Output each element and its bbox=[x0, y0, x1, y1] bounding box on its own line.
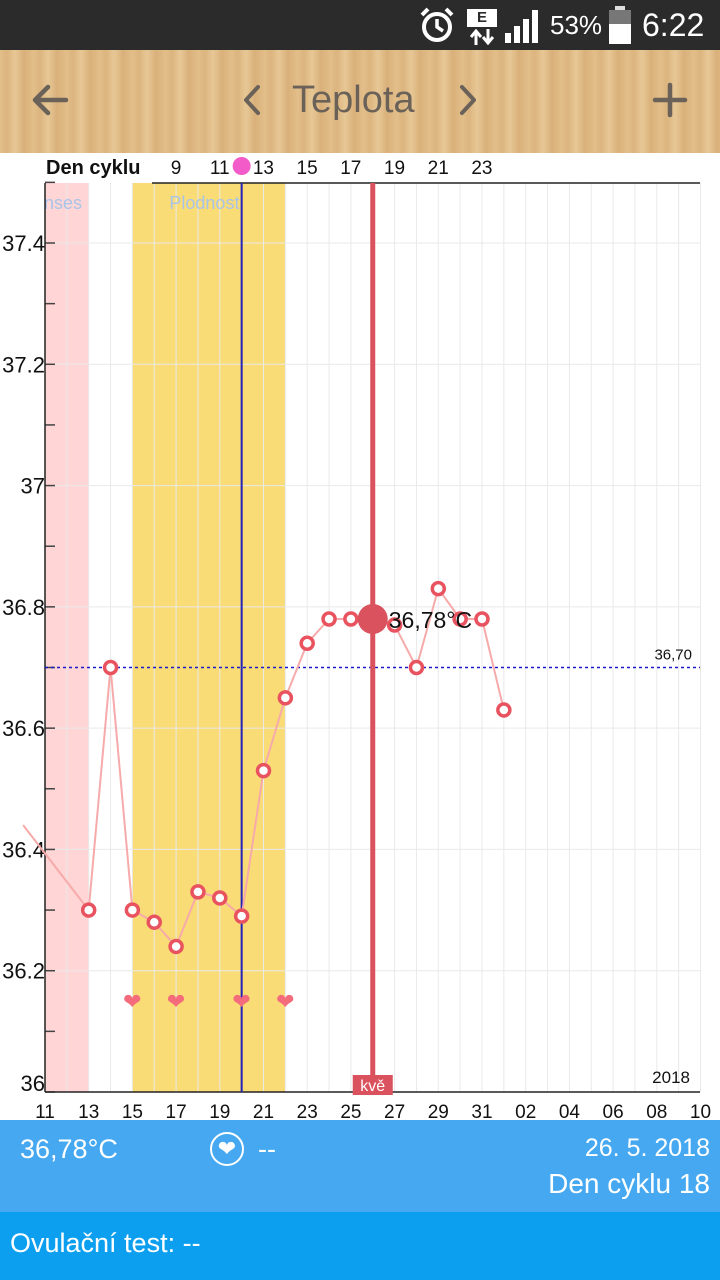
x-tick-label: 25 bbox=[340, 1102, 361, 1120]
x-tick-label: 21 bbox=[253, 1102, 274, 1120]
fertile-label: Plodnost bbox=[169, 193, 239, 213]
top-tick-label: 21 bbox=[428, 158, 449, 179]
x-tick-label: 27 bbox=[384, 1102, 405, 1120]
x-tick-label: 10 bbox=[690, 1102, 711, 1120]
x-tick-label: 15 bbox=[122, 1102, 143, 1120]
y-tick-label: 36.8 bbox=[2, 595, 45, 620]
y-tick-label: 37.4 bbox=[2, 231, 45, 256]
temperature-point bbox=[408, 659, 425, 676]
temperature-point bbox=[80, 902, 97, 918]
x-tick-label: 17 bbox=[166, 1102, 187, 1120]
heart-icon[interactable]: ❤ bbox=[210, 1132, 244, 1166]
prev-button[interactable] bbox=[232, 50, 272, 150]
y-tick-label: 37.2 bbox=[2, 352, 45, 377]
temperature-point bbox=[496, 702, 512, 718]
top-tick-label: 23 bbox=[471, 158, 492, 179]
heart-value: -- bbox=[258, 1134, 276, 1164]
signal-icon bbox=[504, 0, 544, 50]
heart-marker-icon: ❤ bbox=[276, 989, 294, 1014]
fertile-band bbox=[132, 183, 286, 1092]
temperature-point bbox=[452, 611, 468, 627]
year-label: 2018 bbox=[652, 1068, 690, 1087]
x-tick-label: 13 bbox=[78, 1102, 99, 1120]
x-tick-label: 06 bbox=[603, 1102, 624, 1120]
clock: 6:22 bbox=[642, 6, 705, 43]
temperature-chart[interactable]: nses Plodnost 36 36.2 36.4 36.6 36.8 37 37.2 37.4… bbox=[0, 153, 720, 1123]
top-tick-label: 11 bbox=[210, 158, 230, 179]
temperature-point bbox=[233, 908, 250, 924]
data-arrows-icon: E bbox=[466, 0, 498, 50]
heart-marker-icon: ❤ bbox=[232, 989, 250, 1014]
ovulation-test-bar[interactable]: Ovulační test: -- bbox=[0, 1212, 720, 1280]
x-tick-label: 31 bbox=[471, 1102, 492, 1120]
plus-icon bbox=[652, 82, 688, 118]
day-marker-label: kvě bbox=[360, 1078, 385, 1095]
battery-percent: 53% bbox=[550, 9, 603, 40]
ovulation-dot bbox=[232, 157, 251, 175]
temperature-point bbox=[321, 611, 337, 627]
add-button[interactable] bbox=[640, 50, 700, 150]
top-tick-label: 19 bbox=[384, 158, 405, 179]
temperature-point bbox=[277, 690, 294, 706]
temperature-point bbox=[190, 884, 206, 900]
heart-marker-icon: ❤ bbox=[123, 989, 141, 1014]
temperature-point bbox=[124, 902, 141, 918]
app-bar: Teplota bbox=[0, 50, 720, 156]
day-marker bbox=[352, 1075, 393, 1095]
page-title: Teplota bbox=[292, 79, 415, 121]
coverline-label: 36,70 bbox=[654, 647, 692, 664]
temperature-point bbox=[146, 914, 162, 930]
ovulation-test-value: -- bbox=[182, 1228, 201, 1258]
status-bar: E 53% 6:22 bbox=[0, 0, 720, 50]
y-tick-label: 36 bbox=[21, 1071, 45, 1096]
next-button[interactable] bbox=[448, 50, 488, 150]
ovulation-test-label: Ovulační test: -- bbox=[10, 1212, 201, 1280]
y-tick-label: 37 bbox=[21, 474, 45, 499]
day-info-bar[interactable]: 36,78°C ❤ -- 26. 5. 2018 Den cyklu 18 bbox=[0, 1120, 720, 1212]
x-tick-label: 08 bbox=[646, 1102, 667, 1120]
chevron-right-icon bbox=[460, 85, 476, 115]
selected-point bbox=[357, 603, 388, 634]
arrow-left-icon bbox=[32, 84, 69, 116]
top-tick-label: 9 bbox=[171, 158, 182, 179]
temperature-point bbox=[474, 611, 490, 627]
x-tick-label: 29 bbox=[428, 1102, 449, 1120]
temperature-point bbox=[102, 659, 119, 676]
selected-temperature: 36,78°C bbox=[20, 1134, 118, 1164]
temperature-point bbox=[386, 617, 403, 633]
alarm-icon bbox=[418, 0, 456, 50]
y-tick-label: 36.4 bbox=[2, 837, 45, 862]
x-tick-label: 11 bbox=[35, 1102, 55, 1120]
top-tick-label: 13 bbox=[253, 158, 274, 179]
temperature-point bbox=[168, 938, 184, 955]
temperature-point bbox=[212, 890, 228, 906]
cycle-day: Den cyklu 18 bbox=[548, 1168, 710, 1199]
temperature-point bbox=[343, 611, 359, 627]
selected-point-label: 36,78°C bbox=[389, 607, 472, 633]
ovulation-test-title: Ovulační test: bbox=[10, 1228, 176, 1258]
x-tick-label: 19 bbox=[209, 1102, 230, 1120]
top-tick-label: 17 bbox=[340, 158, 361, 179]
y-tick-label: 36.2 bbox=[2, 959, 45, 984]
x-tick-label: 02 bbox=[515, 1102, 536, 1120]
x-tick-label: 23 bbox=[297, 1102, 318, 1120]
back-button[interactable] bbox=[20, 50, 80, 150]
temperature-point bbox=[255, 762, 272, 779]
top-axis-label: Den cyklu bbox=[46, 157, 140, 179]
y-tick-label: 36.6 bbox=[2, 716, 45, 741]
chart-canvas[interactable]: nses Plodnost 36 36.2 36.4 36.6 36.8 37 37.2 37.4… bbox=[0, 153, 720, 1123]
x-tick-label: 04 bbox=[559, 1102, 581, 1120]
period-label: nses bbox=[44, 193, 82, 213]
selected-date: 26. 5. 2018 bbox=[584, 1134, 710, 1162]
temperature-point bbox=[430, 580, 447, 597]
chevron-left-icon bbox=[244, 85, 260, 115]
network-badge: E bbox=[467, 9, 497, 27]
temperature-point bbox=[299, 635, 315, 651]
top-tick-label: 15 bbox=[297, 158, 318, 179]
heart-marker-icon: ❤ bbox=[167, 989, 185, 1014]
battery-icon bbox=[608, 0, 632, 50]
